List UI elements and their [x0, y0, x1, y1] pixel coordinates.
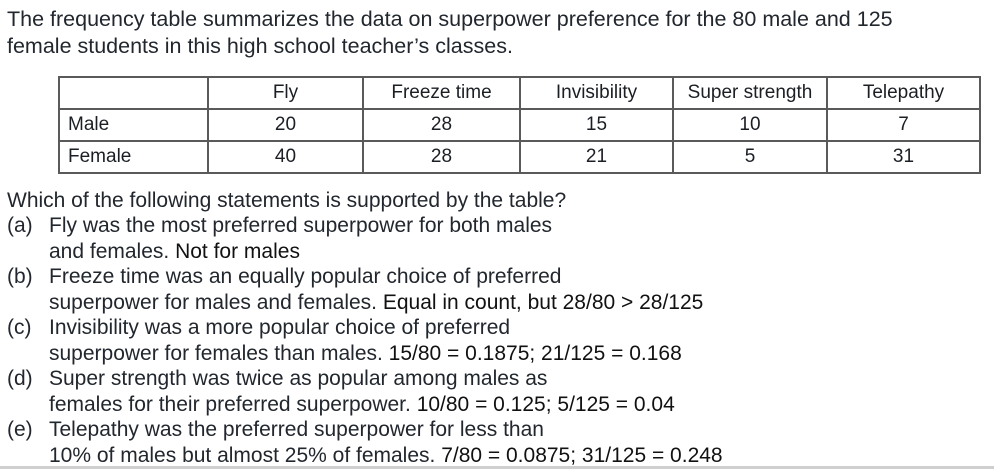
option-b: (b) Freeze time was an equally popular c…	[7, 264, 987, 315]
option-text-line-1: Super strength was twice as popular amon…	[49, 367, 548, 390]
option-a: (a) Fly was the most preferred superpowe…	[7, 213, 987, 264]
option-annotation: Not for males	[175, 239, 300, 263]
option-text-line-2: superpower for females than males.	[49, 341, 383, 365]
option-text-line-2: females for their preferred superpower.	[49, 392, 417, 416]
answer-options: (a) Fly was the most preferred superpowe…	[7, 213, 987, 468]
cell-male-freeze-time: 28	[362, 108, 521, 142]
intro-text: The frequency table summarizes the data …	[7, 6, 987, 60]
option-letter: (d)	[7, 367, 33, 390]
cell-female-freeze-time: 28	[362, 140, 521, 174]
cell-female-invisibility: 21	[519, 140, 674, 174]
option-text-line-1: Freeze time was an equally popular choic…	[49, 265, 562, 288]
table-header-invisibility: Invisibility	[519, 76, 674, 110]
intro-line-2: female students in this high school teac…	[7, 34, 513, 58]
table-header-freeze-time: Freeze time	[362, 76, 521, 110]
intro-line-1: The frequency table summarizes the data …	[7, 7, 893, 31]
option-text-line-1: Invisibility was a more popular choice o…	[49, 316, 511, 339]
cell-male-telepathy: 7	[826, 108, 981, 142]
bottom-divider	[0, 466, 994, 469]
option-letter: (a)	[7, 214, 33, 237]
option-annotation: 10/80 = 0.125; 5/125 = 0.04	[416, 392, 675, 416]
table-header-fly: Fly	[207, 76, 364, 110]
table-header-row: Fly Freeze time Invisibility Super stren…	[58, 76, 981, 110]
option-annotation: 15/80 = 0.1875; 21/125 = 0.168	[382, 341, 682, 365]
cell-male-fly: 20	[207, 108, 364, 142]
cell-male-invisibility: 15	[519, 108, 674, 142]
table-row: Male 20 28 15 10 7	[58, 108, 981, 142]
option-text-line-1: Telepathy was the preferred superpower f…	[49, 418, 544, 441]
option-letter: (e)	[7, 418, 33, 441]
table-header-super-strength: Super strength	[672, 76, 828, 110]
option-text-line-2: and females.	[49, 239, 176, 263]
table-header-corner	[58, 76, 209, 110]
option-annotation: Equal in count, but 28/80 > 28/125	[382, 290, 704, 314]
cell-female-telepathy: 31	[826, 140, 981, 174]
row-label-male: Male	[58, 108, 209, 142]
question-text: Which of the following statements is sup…	[7, 189, 567, 212]
cell-female-super-strength: 5	[672, 140, 828, 174]
cell-male-super-strength: 10	[672, 108, 828, 142]
option-text-line-2: superpower for males and females.	[49, 290, 383, 314]
option-text-line-1: Fly was the most preferred superpower fo…	[49, 214, 553, 237]
option-c: (c) Invisibility was a more popular choi…	[7, 315, 987, 366]
option-letter: (b)	[7, 265, 33, 288]
frequency-table: Fly Freeze time Invisibility Super stren…	[58, 76, 981, 174]
option-annotation: 7/80 = 0.0875; 31/125 = 0.248	[435, 443, 723, 467]
row-label-female: Female	[58, 140, 209, 174]
option-d: (d) Super strength was twice as popular …	[7, 366, 987, 417]
table-header-telepathy: Telepathy	[826, 76, 981, 110]
option-e: (e) Telepathy was the preferred superpow…	[7, 417, 987, 468]
table-row: Female 40 28 21 5 31	[58, 140, 981, 174]
option-text-line-2: 10% of males but almost 25% of females.	[49, 443, 436, 467]
option-letter: (c)	[7, 316, 32, 339]
cell-female-fly: 40	[207, 140, 364, 174]
